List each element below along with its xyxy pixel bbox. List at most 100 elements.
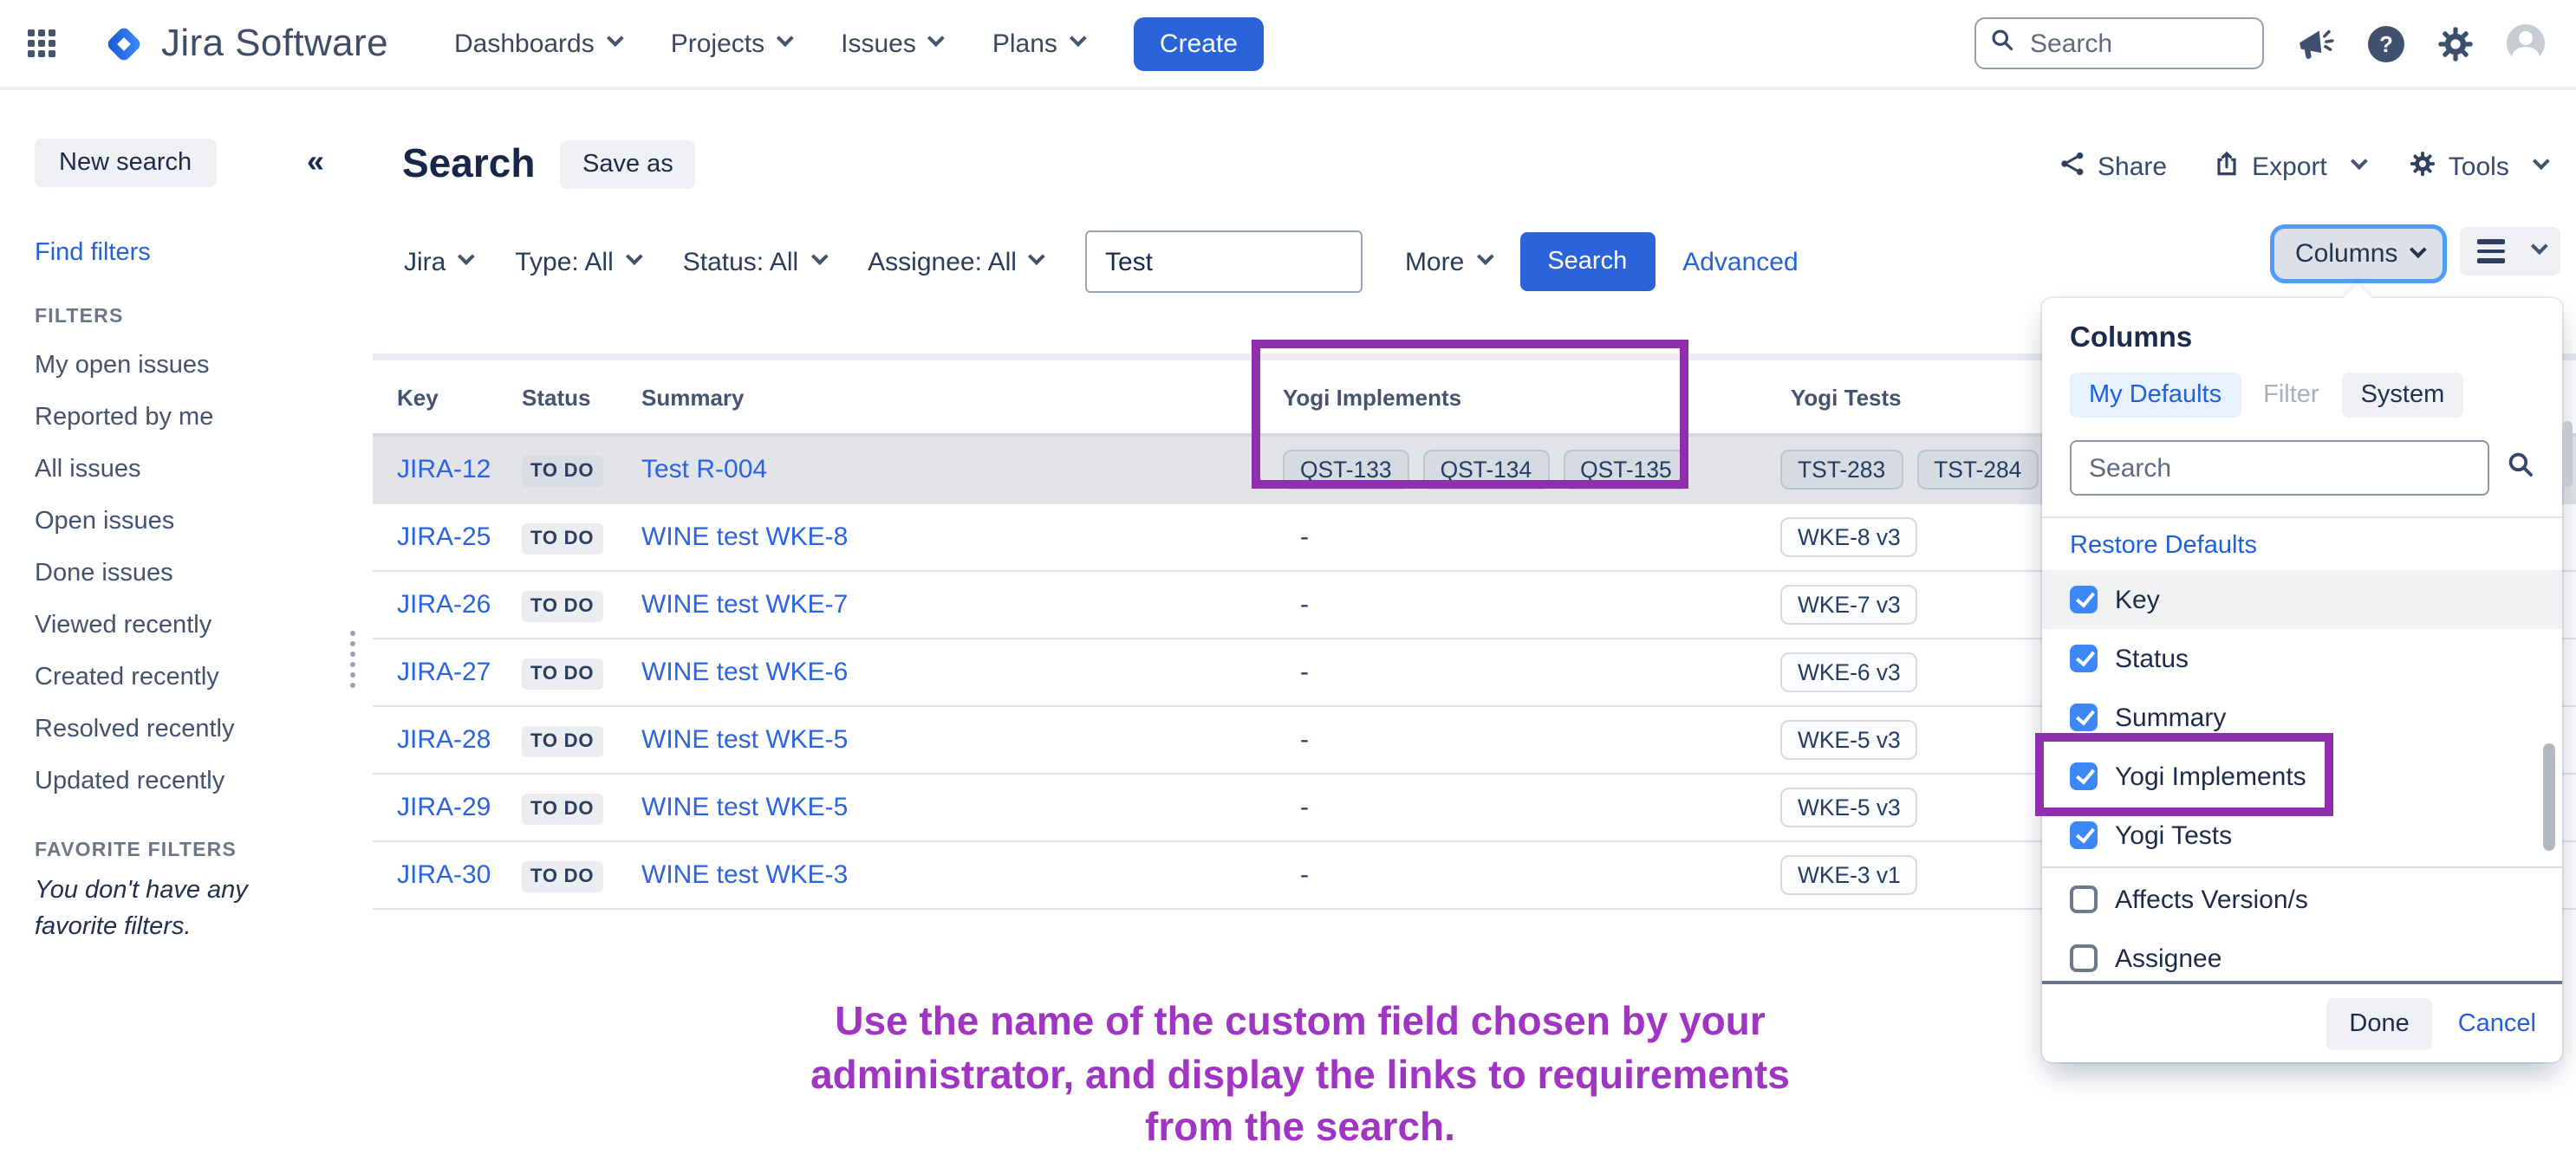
sidebar-item-open-issues[interactable]: Open issues	[35, 508, 175, 535]
column-header-status[interactable]: Status	[522, 385, 591, 411]
done-button[interactable]: Done	[2326, 997, 2432, 1049]
test-chip[interactable]: TST-284	[1916, 450, 2039, 490]
column-option-yogi-implements[interactable]: Yogi Implements	[2042, 747, 2562, 806]
more-filters-dropdown[interactable]: More	[1405, 247, 1494, 276]
announcements-megaphone-icon[interactable]	[2297, 26, 2335, 61]
issue-summary-link[interactable]: WINE test WKE-5	[641, 793, 849, 822]
test-chip[interactable]: WKE-8 v3	[1780, 517, 1918, 557]
sidebar-item-my-open-issues[interactable]: My open issues	[35, 352, 210, 379]
issue-key-link[interactable]: JIRA-30	[397, 860, 491, 890]
sidebar-item-reported-by-me[interactable]: Reported by me	[35, 404, 214, 431]
sidebar-item-updated-recently[interactable]: Updated recently	[35, 768, 225, 795]
issue-summary-link[interactable]: WINE test WKE-7	[641, 590, 849, 619]
yogi-tests-cell: WKE-3 v1	[1780, 855, 1918, 895]
favorite-filters-heading: FAVORITE FILTERS	[35, 840, 237, 861]
checkbox-checked-icon[interactable]	[2070, 762, 2098, 790]
checkbox-unchecked-icon[interactable]	[2070, 885, 2098, 913]
issue-summary-link[interactable]: WINE test WKE-5	[641, 725, 849, 755]
settings-gear-icon[interactable]	[2437, 25, 2474, 62]
user-avatar[interactable]	[2507, 24, 2545, 62]
assignee-filter-dropdown[interactable]: Assignee: All	[868, 247, 1046, 276]
app-switcher-icon[interactable]	[28, 29, 55, 57]
issue-key-link[interactable]: JIRA-12	[397, 455, 491, 484]
column-option-key[interactable]: Key	[2042, 570, 2562, 629]
text-query-input[interactable]	[1085, 230, 1363, 293]
export-button[interactable]: Export	[2214, 150, 2369, 183]
column-option-status[interactable]: Status	[2042, 629, 2562, 688]
panel-scrollbar-thumb[interactable]	[2543, 743, 2555, 851]
page-scrollbar-thumb[interactable]	[2562, 421, 2573, 487]
test-chip[interactable]: WKE-3 v1	[1780, 855, 1918, 895]
type-filter-dropdown[interactable]: Type: All	[515, 247, 643, 276]
collapse-sidebar-icon[interactable]: «	[307, 144, 325, 178]
test-chip[interactable]: WKE-5 v3	[1780, 720, 1918, 760]
issue-summary-link[interactable]: Test R-004	[641, 455, 768, 484]
project-filter-dropdown[interactable]: Jira	[404, 247, 476, 276]
help-icon[interactable]: ?	[2368, 25, 2404, 62]
column-option-summary[interactable]: Summary	[2042, 688, 2562, 747]
test-chip[interactable]: WKE-6 v3	[1780, 652, 1918, 692]
test-chip[interactable]: WKE-5 v3	[1780, 788, 1918, 827]
sidebar-item-created-recently[interactable]: Created recently	[35, 664, 219, 691]
checkbox-checked-icon[interactable]	[2070, 704, 2098, 731]
yogi-implements-option-highlight	[2035, 733, 2333, 816]
issue-key-link[interactable]: JIRA-26	[397, 590, 491, 619]
tools-button[interactable]: Tools	[2410, 150, 2551, 183]
issue-summary-link[interactable]: WINE test WKE-8	[641, 522, 849, 552]
yogi-tests-cell: WKE-6 v3	[1780, 652, 1918, 692]
issue-key-link[interactable]: JIRA-28	[397, 725, 491, 755]
view-options-button[interactable]	[2460, 227, 2560, 275]
nav-plans[interactable]: Plans	[992, 29, 1087, 58]
issue-key-link[interactable]: JIRA-25	[397, 522, 491, 552]
checkbox-unchecked-icon[interactable]	[2070, 944, 2098, 972]
create-button[interactable]: Create	[1133, 16, 1264, 70]
test-chip[interactable]: WKE-7 v3	[1780, 585, 1918, 625]
checkbox-checked-icon[interactable]	[2070, 821, 2098, 849]
tab-my-defaults[interactable]: My Defaults	[2070, 373, 2241, 418]
yogi-implements-empty: -	[1300, 658, 1309, 687]
column-header-yogi-tests[interactable]: Yogi Tests	[1791, 385, 1902, 411]
search-submit-button[interactable]: Search	[1519, 232, 1656, 291]
nav-issues[interactable]: Issues	[841, 29, 946, 58]
sidebar-item-all-issues[interactable]: All issues	[35, 456, 141, 483]
yogi-implements-empty: -	[1300, 793, 1309, 822]
column-option-yogi-tests[interactable]: Yogi Tests	[2042, 806, 2562, 865]
columns-dropdown-button[interactable]: Columns	[2274, 229, 2443, 279]
nav-dashboards[interactable]: Dashboards	[454, 29, 624, 58]
new-search-button[interactable]: New search	[35, 139, 217, 187]
yogi-implements-empty: -	[1300, 590, 1309, 619]
sidebar-item-done-issues[interactable]: Done issues	[35, 560, 173, 587]
columns-option-list: Restore Defaults Key Status Summary Yogi…	[2042, 516, 2562, 988]
find-filters-link[interactable]: Find filters	[35, 239, 151, 267]
column-header-yogi-implements[interactable]: Yogi Implements	[1283, 385, 1462, 411]
save-as-button[interactable]: Save as	[560, 140, 696, 189]
share-button[interactable]: Share	[2059, 150, 2167, 183]
column-header-summary[interactable]: Summary	[641, 385, 745, 411]
column-option-assignee[interactable]: Assignee	[2042, 929, 2562, 988]
columns-search-input[interactable]	[2070, 440, 2489, 496]
sidebar-item-viewed-recently[interactable]: Viewed recently	[35, 612, 212, 639]
issue-key-link[interactable]: JIRA-27	[397, 658, 491, 687]
nav-projects[interactable]: Projects	[671, 29, 794, 58]
jira-software-logo[interactable]: Jira Software	[101, 20, 388, 67]
advanced-search-link[interactable]: Advanced	[1682, 247, 1799, 276]
global-search-input[interactable]	[2026, 27, 2234, 60]
issue-key-link[interactable]: JIRA-29	[397, 793, 491, 822]
restore-defaults-link[interactable]: Restore Defaults	[2070, 532, 2257, 560]
export-icon	[2214, 150, 2240, 183]
issue-summary-link[interactable]: WINE test WKE-6	[641, 658, 849, 687]
checkbox-checked-icon[interactable]	[2070, 586, 2098, 613]
sidebar-item-resolved-recently[interactable]: Resolved recently	[35, 716, 235, 743]
column-header-key[interactable]: Key	[397, 385, 439, 411]
status-filter-dropdown[interactable]: Status: All	[683, 247, 828, 276]
sidebar-resize-handle[interactable]	[350, 631, 355, 688]
logo-text: Jira Software	[161, 21, 388, 64]
test-chip[interactable]: TST-283	[1780, 450, 1903, 490]
column-option-affects-versions[interactable]: Affects Version/s	[2042, 870, 2562, 929]
issue-summary-link[interactable]: WINE test WKE-3	[641, 860, 849, 890]
checkbox-checked-icon[interactable]	[2070, 645, 2098, 672]
tab-system[interactable]: System	[2341, 373, 2464, 418]
global-search-box[interactable]	[1974, 17, 2264, 69]
cancel-link[interactable]: Cancel	[2457, 1009, 2536, 1037]
option-group-divider	[2042, 866, 2562, 868]
